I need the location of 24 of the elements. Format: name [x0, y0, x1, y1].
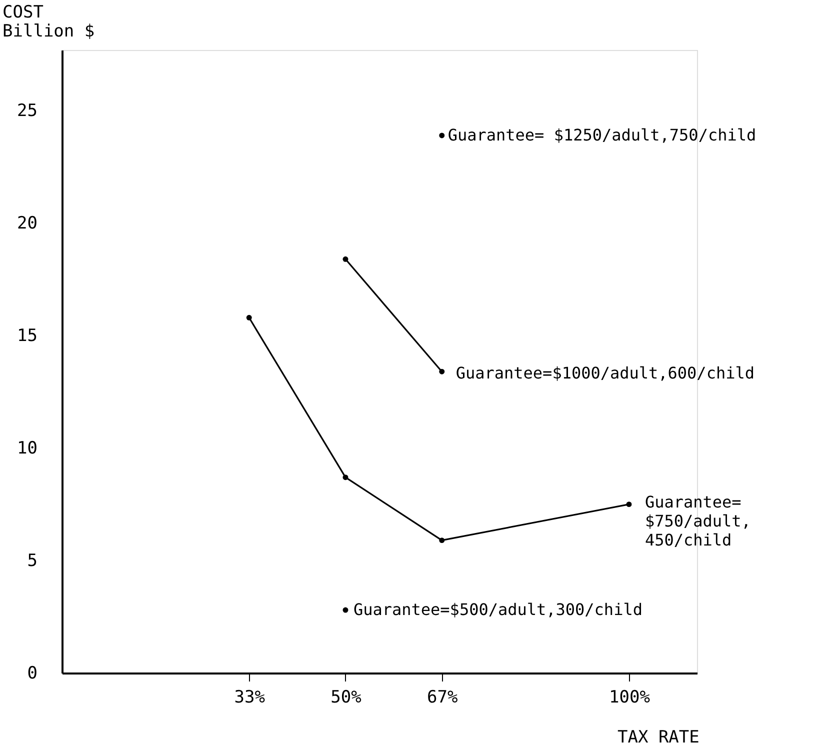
- y-tick-label: 0: [27, 664, 38, 684]
- annotation: Guarantee= $750/adult, 450/child: [644, 492, 751, 550]
- point: [246, 314, 252, 320]
- annotation: Guarantee=$1000/adult,600/child: [456, 364, 754, 383]
- annotation: Guarantee= $1250/adult,750/child: [448, 125, 756, 144]
- y-tick-label: 20: [17, 214, 38, 234]
- point: [439, 132, 445, 138]
- x-tick-label: 100%: [608, 688, 650, 708]
- x-tick-label: 33%: [234, 688, 265, 708]
- point: [626, 502, 632, 508]
- y-tick-label: 15: [17, 326, 38, 346]
- point: [439, 538, 445, 544]
- point: [342, 256, 348, 262]
- point: [342, 607, 348, 613]
- y-tick-label: 5: [27, 551, 38, 572]
- y-tick-label: 25: [17, 101, 38, 122]
- annotation: Guarantee=$500/adult,300/child: [353, 600, 642, 620]
- x-tick-label: 67%: [427, 688, 458, 708]
- point: [342, 474, 348, 480]
- y-tick-label: 10: [17, 438, 38, 459]
- x-axis-title: TAX RATE: [618, 728, 700, 748]
- point: [439, 368, 445, 374]
- y-axis-title: COST Billion $: [2, 2, 95, 42]
- x-tick-label: 50%: [330, 688, 362, 708]
